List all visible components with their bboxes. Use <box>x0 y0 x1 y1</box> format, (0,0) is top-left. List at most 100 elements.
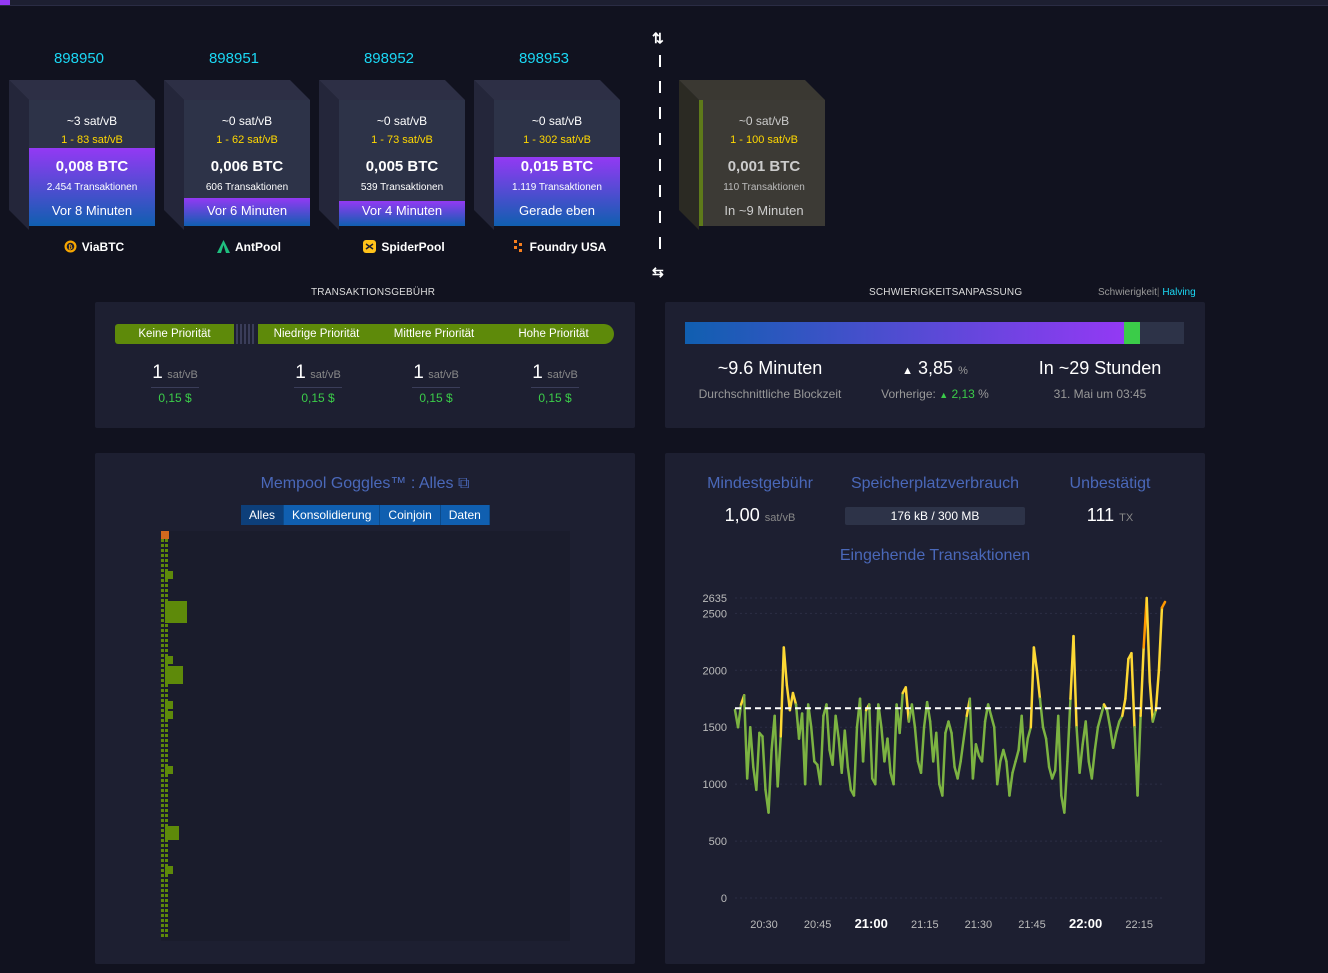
tx-square[interactable] <box>165 729 168 732</box>
block-height[interactable]: 898952 <box>363 50 415 67</box>
tx-square[interactable] <box>165 794 168 797</box>
tx-square[interactable] <box>165 699 168 702</box>
tx-square[interactable] <box>161 839 164 842</box>
tx-square[interactable] <box>161 569 164 572</box>
tx-square[interactable] <box>161 934 164 937</box>
block-pool[interactable]: SpiderPool <box>319 240 489 254</box>
tx-square[interactable] <box>161 649 164 652</box>
tx-square[interactable] <box>165 914 168 917</box>
tx-square[interactable] <box>165 739 168 742</box>
tx-square[interactable] <box>161 684 164 687</box>
tx-square[interactable] <box>161 824 164 827</box>
tx-square[interactable] <box>165 784 168 787</box>
tx-square[interactable] <box>161 604 164 607</box>
tx-square[interactable] <box>161 844 164 847</box>
tx-square[interactable] <box>165 799 168 802</box>
tx-square[interactable] <box>161 589 164 592</box>
tx-square[interactable] <box>161 829 164 832</box>
tx-square[interactable] <box>161 754 164 757</box>
tx-square[interactable] <box>165 544 168 547</box>
tx-square[interactable] <box>161 669 164 672</box>
tx-square[interactable] <box>161 889 164 892</box>
tx-square[interactable] <box>165 849 168 852</box>
tx-square[interactable] <box>165 654 168 657</box>
block-pool[interactable]: ₿ ViaBTC <box>9 240 179 254</box>
incoming-tx-chart[interactable]: 0 500 1000 1500 2000 2500 2635 20:30 20:45 21:00 2… <box>665 573 1205 973</box>
tx-square[interactable] <box>161 709 164 712</box>
tx-square[interactable] <box>161 789 164 792</box>
external-link-icon[interactable]: ⧉ <box>458 475 470 492</box>
tx-square[interactable] <box>165 854 168 857</box>
tx-square[interactable] <box>165 656 173 664</box>
tx-square[interactable] <box>161 879 164 882</box>
tx-square[interactable] <box>165 889 168 892</box>
tx-square[interactable] <box>161 699 164 702</box>
tx-square[interactable] <box>165 649 168 652</box>
tx-square[interactable] <box>161 734 164 737</box>
tx-square[interactable] <box>165 789 168 792</box>
block-height[interactable]: 898950 <box>53 50 105 67</box>
tx-square[interactable] <box>165 549 168 552</box>
mempool-block[interactable]: ~0 sat/vB 1 - 100 sat/vB 0,001 BTC 110 T… <box>679 40 825 270</box>
tx-square[interactable] <box>161 704 164 707</box>
tx-square[interactable] <box>165 639 168 642</box>
tx-square[interactable] <box>165 564 168 567</box>
tx-square[interactable] <box>165 594 168 597</box>
tx-square[interactable] <box>161 729 164 732</box>
tx-square[interactable] <box>165 664 168 667</box>
tx-square[interactable] <box>165 749 168 752</box>
block-pool[interactable]: Foundry USA <box>474 240 644 254</box>
tx-square[interactable] <box>165 779 168 782</box>
tx-square[interactable] <box>161 904 164 907</box>
tx-square[interactable] <box>165 759 168 762</box>
tx-square[interactable] <box>161 544 164 547</box>
tx-square[interactable] <box>161 629 164 632</box>
tx-square[interactable] <box>161 929 164 932</box>
tx-square[interactable] <box>161 924 164 927</box>
tx-square[interactable] <box>165 819 168 822</box>
block-3[interactable]: 898953 ~0 sat/vB 1 - 302 sat/vB 0,015 BTC 1.… <box>474 40 620 270</box>
tx-square[interactable] <box>165 744 168 747</box>
tx-square[interactable] <box>165 879 168 882</box>
tx-square[interactable] <box>165 866 173 874</box>
block-1[interactable]: 898951 ~0 sat/vB 1 - 62 sat/vB 0,006 BTC 606… <box>164 40 310 270</box>
tx-square[interactable] <box>165 864 168 867</box>
tx-square[interactable] <box>165 689 168 692</box>
tx-square[interactable] <box>161 719 164 722</box>
sort-arrows-icon[interactable]: ⇅ <box>652 30 664 46</box>
tx-square[interactable] <box>165 754 168 757</box>
tx-square[interactable] <box>165 684 168 687</box>
tx-square[interactable] <box>161 584 164 587</box>
tx-square[interactable] <box>161 854 164 857</box>
tx-square[interactable] <box>165 909 168 912</box>
tx-square[interactable] <box>161 849 164 852</box>
tx-square[interactable] <box>165 569 168 572</box>
block-pool[interactable]: AntPool <box>164 240 334 254</box>
tx-square[interactable] <box>165 924 168 927</box>
tx-square[interactable] <box>161 909 164 912</box>
tx-square[interactable] <box>161 814 164 817</box>
tx-square[interactable] <box>165 809 168 812</box>
tx-square[interactable] <box>165 599 168 602</box>
tx-square[interactable] <box>165 874 168 877</box>
tx-square[interactable] <box>165 824 168 827</box>
tx-square[interactable] <box>161 724 164 727</box>
tx-square[interactable] <box>161 624 164 627</box>
tx-square[interactable] <box>165 701 173 709</box>
tx-square[interactable] <box>161 809 164 812</box>
tx-square[interactable] <box>161 819 164 822</box>
tx-square[interactable] <box>161 804 164 807</box>
tx-square[interactable] <box>161 859 164 862</box>
tx-square[interactable] <box>165 579 168 582</box>
block-2[interactable]: 898952 ~0 sat/vB 1 - 73 sat/vB 0,005 BTC 539… <box>319 40 465 270</box>
tx-square[interactable] <box>161 834 164 837</box>
tx-square[interactable] <box>165 666 183 684</box>
tx-square[interactable] <box>165 894 168 897</box>
tx-square[interactable] <box>165 804 168 807</box>
tx-square[interactable] <box>161 549 164 552</box>
tx-square[interactable] <box>161 639 164 642</box>
tx-square[interactable] <box>161 554 164 557</box>
tab-all[interactable]: Alles <box>241 505 285 525</box>
tx-square[interactable] <box>161 914 164 917</box>
tx-square[interactable] <box>165 814 168 817</box>
